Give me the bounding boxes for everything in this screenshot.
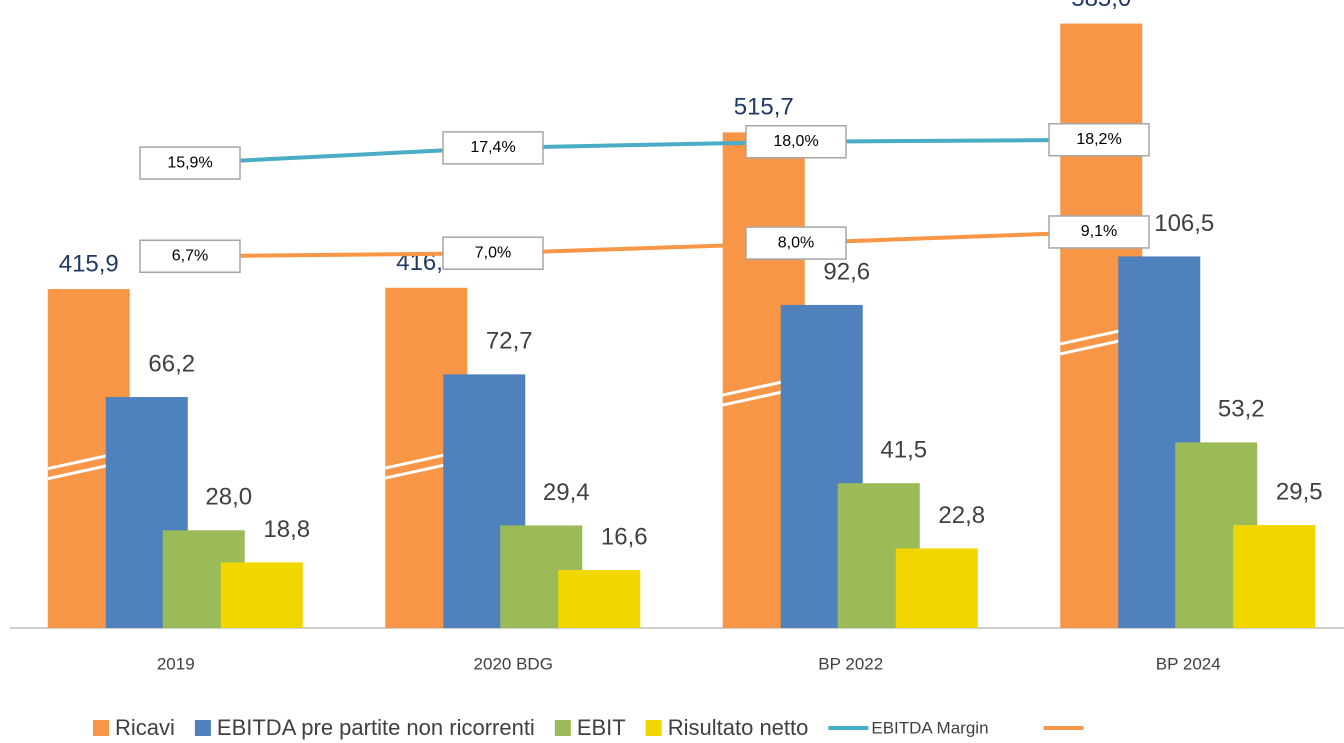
value-label: 53,2 [1218, 396, 1265, 423]
value-label: 29,5 [1276, 478, 1323, 505]
label-box [442, 131, 544, 165]
legend-label: EBIT [577, 715, 626, 740]
bar [220, 562, 303, 628]
x-tick-label: 2019 [157, 654, 195, 673]
value-label: 92,6 [823, 258, 870, 285]
value-label: 22,8 [938, 502, 985, 529]
value-label: 106,5 [1154, 210, 1214, 237]
label-box [745, 125, 847, 159]
value-label: 15,9% [167, 154, 212, 171]
value-label: 7,0% [475, 244, 511, 261]
label-box [139, 146, 241, 180]
bar [1233, 525, 1316, 628]
value-label: 28,0 [205, 484, 252, 511]
value-label: 18,0% [773, 133, 818, 150]
value-label: 8,0% [778, 234, 814, 251]
value-label: 9,1% [1081, 223, 1117, 240]
x-tick-label: BP 2024 [1156, 654, 1221, 673]
value-label: 29,4 [543, 479, 590, 506]
bar [558, 570, 641, 628]
legend-label: EBITDA Margin [871, 718, 988, 737]
legend-swatch [645, 720, 662, 736]
legend-swatch [194, 720, 211, 736]
line-series [189, 137, 1100, 166]
legend-swatch [93, 720, 109, 736]
legend-label: Risultato netto [668, 715, 809, 740]
value-label: 415,9 [59, 250, 119, 277]
label-box [442, 236, 544, 270]
legend-swatch [554, 720, 571, 736]
label-box [1048, 215, 1150, 249]
line-series [189, 229, 1100, 259]
label-box [745, 226, 847, 260]
value-label: 585,0 [1071, 0, 1131, 12]
value-label: 515,7 [734, 94, 794, 121]
value-label: 18,8 [263, 516, 310, 543]
bar [895, 548, 978, 628]
legend-label: Ricavi [115, 715, 175, 740]
value-label: 6,7% [172, 247, 208, 264]
value-label: 72,7 [486, 328, 533, 355]
label-box [1048, 123, 1150, 157]
value-label: 66,2 [148, 350, 195, 377]
value-label: 18,2% [1076, 131, 1121, 148]
legend-label: EBITDA pre partite non ricorrenti [217, 715, 535, 740]
x-tick-label: BP 2022 [818, 654, 883, 673]
value-label: 41,5 [880, 437, 927, 464]
value-label: 17,4% [470, 139, 515, 156]
label-box [139, 239, 241, 274]
value-label: 16,6 [601, 523, 648, 550]
x-tick-label: 2020 BDG [474, 654, 553, 673]
